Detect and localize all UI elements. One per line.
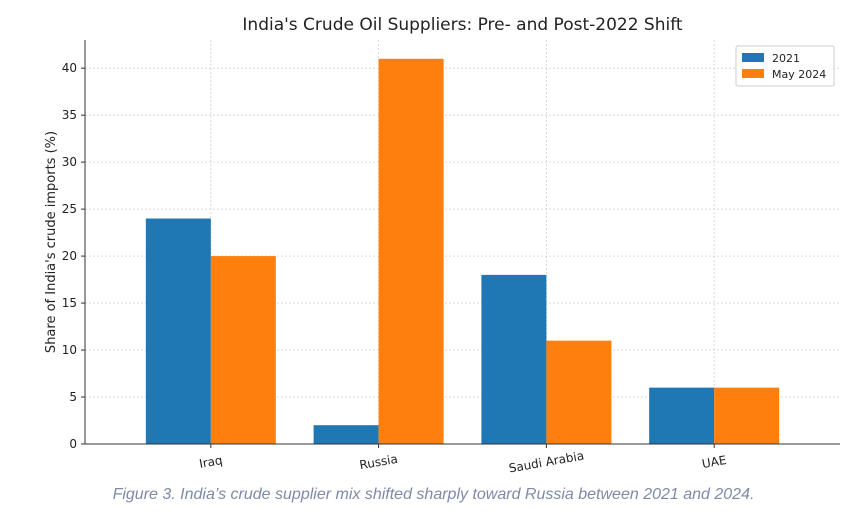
bar-2021 [313, 425, 379, 444]
y-tick-label: 10 [62, 343, 77, 357]
y-tick-label: 15 [62, 296, 77, 310]
legend-label: May 2024 [772, 68, 826, 81]
y-tick-label: 5 [69, 390, 77, 404]
bar-may-2024 [210, 256, 276, 444]
legend-label: 2021 [772, 52, 800, 65]
bar-2021 [481, 274, 547, 444]
bar-may-2024 [546, 340, 612, 444]
bar-2021 [649, 387, 715, 444]
y-tick-label: 40 [62, 61, 77, 75]
bar-chart: 0 5 10 15 20 25 30 35 40 Iraq Russia Saudi Arabia UA… [44, 15, 840, 476]
y-tick-label: 35 [62, 108, 77, 122]
y-tick-label: 25 [62, 202, 77, 216]
legend-swatch [742, 53, 764, 62]
bar-2021 [145, 218, 211, 444]
chart-title: India's Crude Oil Suppliers: Pre- and Po… [242, 15, 683, 35]
y-tick-label: 20 [62, 249, 77, 263]
x-tick-label: Russia [358, 452, 398, 472]
x-tick-label: Iraq [198, 453, 224, 471]
legend-swatch [742, 69, 764, 78]
bar-may-2024 [378, 58, 444, 444]
y-tick-label: 0 [69, 437, 77, 451]
x-tick-label: UAE [701, 453, 728, 471]
chart: 0 5 10 15 20 25 30 35 40 Iraq Russia Saudi Arabia UA… [44, 15, 840, 476]
y-tick-label: 30 [62, 155, 77, 169]
bar-may-2024 [714, 387, 780, 444]
figure-caption: Figure 3. India’s crude supplier mix shi… [112, 486, 755, 503]
x-tick-label: Saudi Arabia [508, 448, 585, 475]
y-axis-label: Share of India's crude imports (%) [44, 131, 59, 353]
